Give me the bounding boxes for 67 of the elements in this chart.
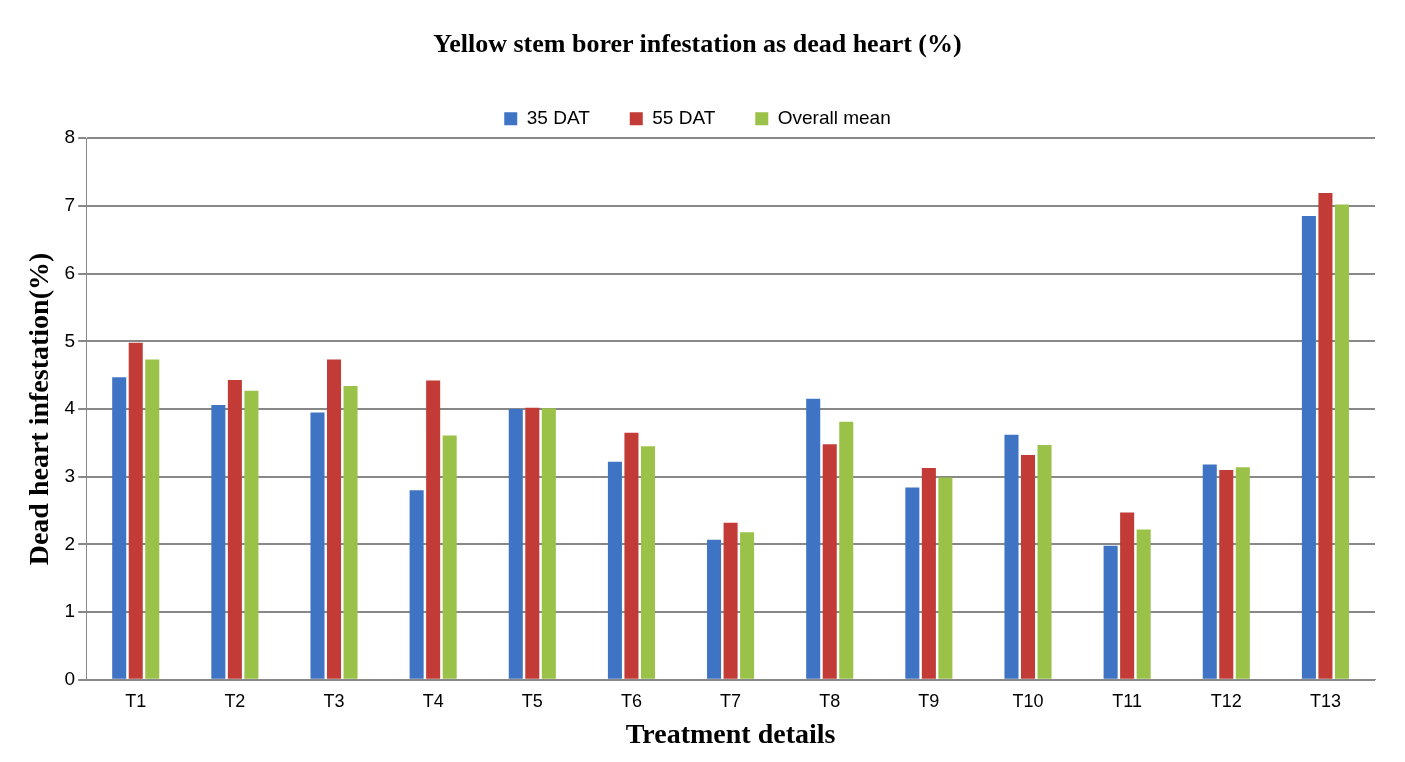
y-tick-label: 7 <box>64 194 76 216</box>
y-tick-label: 5 <box>64 329 76 351</box>
legend-label: Overall mean <box>777 106 891 128</box>
bar <box>1202 464 1217 679</box>
y-tick-label: 4 <box>64 397 76 419</box>
bar <box>112 377 127 679</box>
bar <box>1235 467 1250 679</box>
bar <box>426 380 441 679</box>
bar <box>409 490 424 679</box>
bar <box>723 522 738 679</box>
bar <box>1136 529 1151 679</box>
x-tick-label: T11 <box>1112 690 1142 711</box>
bar <box>1037 444 1052 679</box>
bar <box>921 467 936 679</box>
bar <box>1004 434 1019 679</box>
bar <box>1103 545 1118 679</box>
bar <box>905 487 920 679</box>
bar <box>508 409 523 679</box>
bar <box>806 398 821 679</box>
bar <box>227 379 242 679</box>
y-tick-label: 6 <box>64 261 76 283</box>
bar <box>624 432 639 679</box>
x-tick-label: T5 <box>521 690 543 711</box>
bar <box>541 408 556 679</box>
bar <box>327 359 342 679</box>
bar <box>525 407 540 679</box>
bar <box>839 421 854 679</box>
y-tick-label: 1 <box>64 600 76 622</box>
y-tick-label: 2 <box>64 532 76 554</box>
bar <box>211 404 226 679</box>
bar <box>244 390 259 679</box>
y-tick-label: 8 <box>64 126 76 148</box>
bar <box>1219 469 1234 679</box>
chart-title: Yellow stem borer infestation as dead heart (%) <box>433 29 962 59</box>
x-tick-label: T13 <box>1309 690 1341 711</box>
x-tick-label: T12 <box>1210 690 1242 711</box>
bar <box>707 539 722 679</box>
x-tick-label: T1 <box>125 690 147 711</box>
y-axis-title: Dead heart infestation(%) <box>23 252 55 566</box>
x-tick-label: T3 <box>323 690 345 711</box>
bar <box>343 385 358 679</box>
legend-label: 35 DAT <box>526 106 591 128</box>
bar <box>607 461 622 679</box>
bar <box>1318 193 1333 679</box>
bar <box>822 444 837 679</box>
bar <box>442 435 457 679</box>
bar <box>1334 204 1349 679</box>
x-tick-label: T8 <box>819 690 841 711</box>
x-tick-label: T10 <box>1012 690 1044 711</box>
x-tick-label: T7 <box>720 690 742 711</box>
bar <box>1301 216 1316 679</box>
x-tick-label: T9 <box>918 690 940 711</box>
bar <box>740 532 755 679</box>
bar <box>640 446 655 679</box>
x-tick-label: T4 <box>422 690 444 711</box>
x-axis-title: Treatment details <box>625 718 836 750</box>
x-tick-label: T2 <box>224 690 246 711</box>
bar <box>128 342 143 679</box>
y-tick-label: 0 <box>64 668 76 690</box>
bar <box>310 412 325 679</box>
legend-label: 55 DAT <box>652 106 716 128</box>
bar <box>938 477 953 679</box>
y-tick-label: 3 <box>64 464 76 486</box>
x-tick-label: T6 <box>620 690 642 711</box>
bar <box>1120 512 1135 679</box>
bar <box>1020 455 1036 679</box>
bar <box>145 359 160 679</box>
